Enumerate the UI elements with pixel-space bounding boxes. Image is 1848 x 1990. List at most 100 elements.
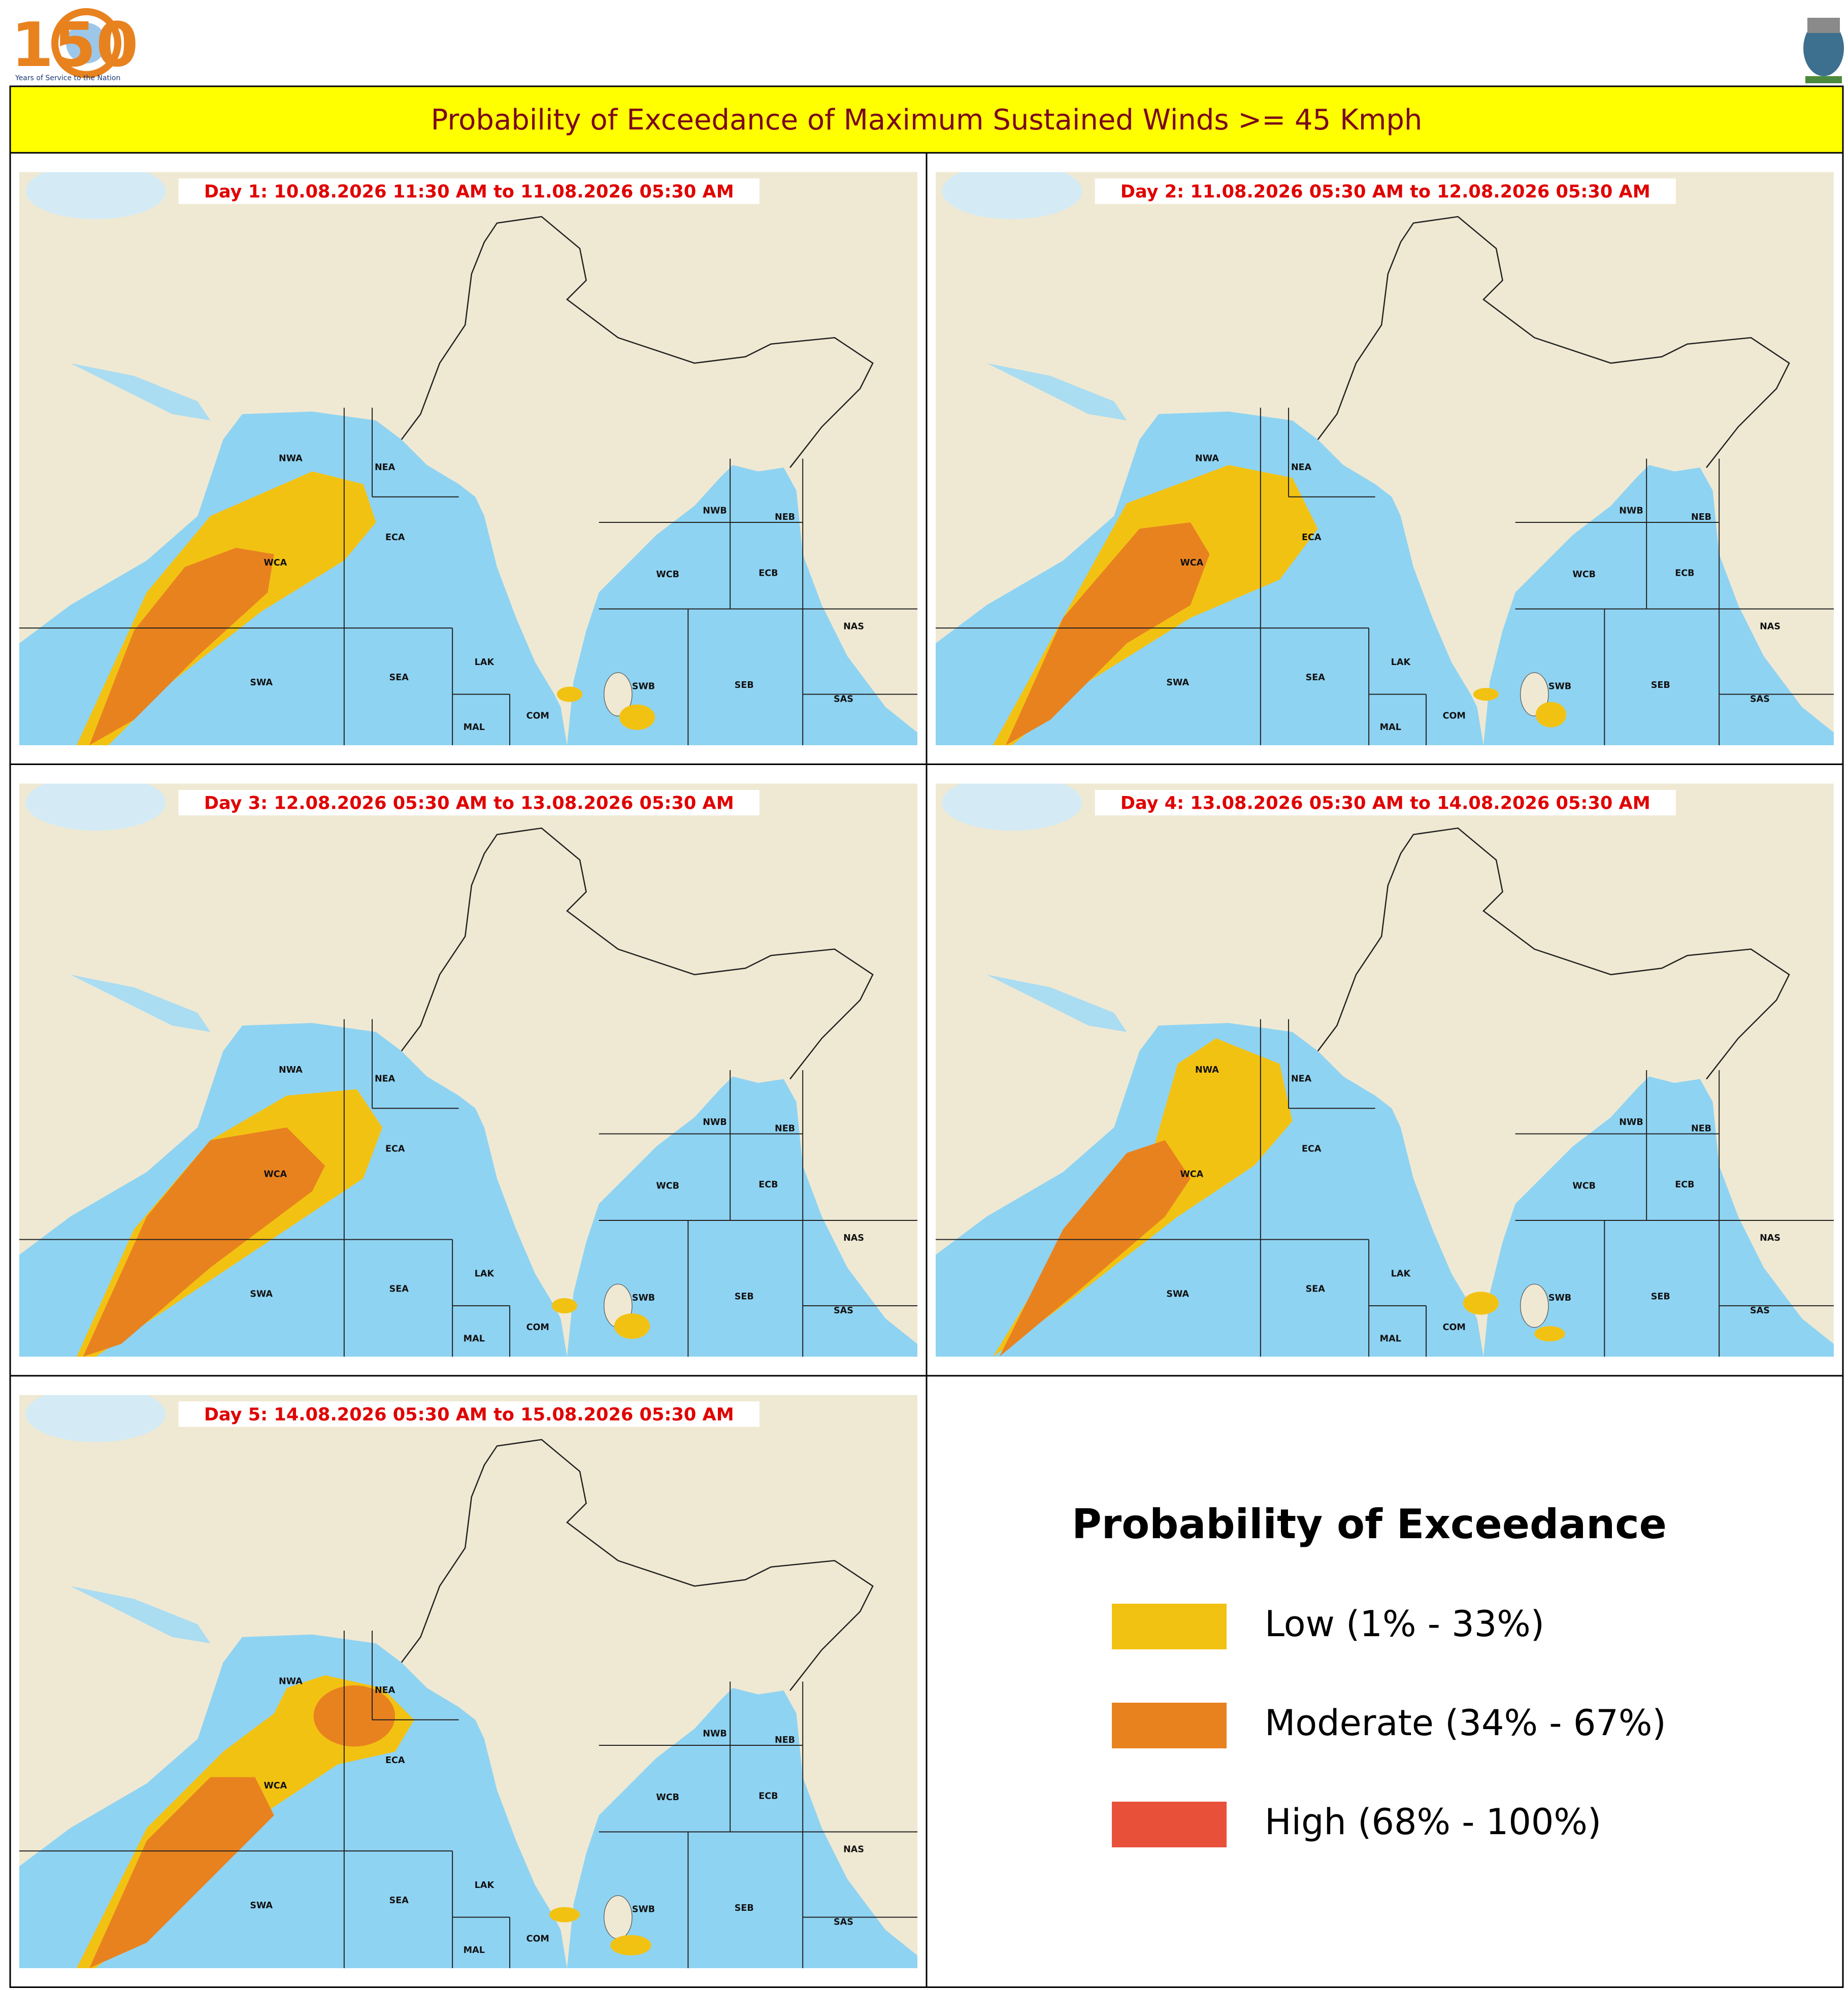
region-label: SEB (735, 1903, 754, 1913)
region-label: NEB (1691, 512, 1711, 522)
region-label: WCA (1180, 558, 1203, 568)
region-label: NWA (279, 1065, 303, 1075)
region-label: NWB (703, 1117, 727, 1127)
caspian-sea (25, 172, 166, 219)
zone-low (556, 686, 583, 702)
region-label: SAS (1750, 1306, 1770, 1316)
logo-globe (66, 23, 107, 63)
region-label: SWB (632, 1905, 655, 1915)
region-label: NWB (1619, 1117, 1643, 1127)
region-label: SWB (632, 682, 655, 692)
region-label: SWA (250, 1901, 273, 1911)
region-label: SWA (1166, 1289, 1189, 1300)
region-label: SAS (834, 1917, 853, 1928)
caspian-sea (25, 1395, 166, 1442)
legend-label: Moderate (34% - 67%) (1265, 1702, 1666, 1744)
gulf (70, 974, 211, 1032)
region-label: NEB (775, 1735, 795, 1745)
caspian-sea (25, 783, 166, 831)
region-label: SAS (834, 694, 853, 705)
region-label: SWA (1166, 678, 1189, 688)
region-label: SEB (735, 1292, 754, 1302)
region-label: NAS (1760, 622, 1780, 632)
panel-label-box (178, 790, 760, 816)
region-label: WCA (263, 1781, 287, 1791)
region-label: NEA (375, 1685, 395, 1696)
gulf (70, 363, 211, 421)
india-border (1317, 216, 1790, 468)
region-label: NEA (1291, 462, 1312, 473)
region-label: NAS (843, 622, 864, 632)
logo-ring (51, 8, 121, 78)
region-label: WCB (656, 1181, 679, 1191)
emblem (1803, 18, 1844, 83)
region-label: SEA (389, 1896, 409, 1906)
region-label: SWB (632, 1293, 655, 1303)
gulf (986, 974, 1127, 1032)
region-label: SWA (250, 678, 273, 688)
bay-of-bengal (567, 1688, 917, 1968)
region-label: WCA (1180, 1170, 1203, 1180)
region-label: NEB (1691, 1123, 1711, 1134)
region-label: NAS (1760, 1233, 1780, 1243)
panel-label-box (1095, 178, 1676, 204)
map: NWA NEA ECA WCA SWA SEA LAK MAL COM SWB SEB WCB ECB N… (936, 783, 1834, 1357)
india-border (401, 1439, 874, 1691)
region-label: NEA (375, 462, 395, 473)
region-label: SEA (389, 1284, 409, 1295)
region-label: MAL (464, 1945, 485, 1955)
region-label: ECB (1675, 568, 1694, 578)
page-title: Probability of Exceedance of Maximum Sus… (431, 104, 1423, 137)
panel-label: Day 4: 13.08.2026 05:30 AM to 14.08.2026… (1120, 793, 1651, 814)
zone-moderate (313, 1685, 395, 1747)
region-label: ECA (385, 533, 405, 543)
region-label: WCA (263, 558, 287, 568)
region-label: NWA (279, 1677, 303, 1687)
emblem-base (1805, 76, 1842, 83)
region-label: SAS (834, 1306, 853, 1316)
zone-moderate (999, 1140, 1191, 1357)
zone-low (1534, 1326, 1565, 1342)
caspian-sea (942, 783, 1082, 831)
india-border (1317, 827, 1790, 1080)
sri-lanka (1520, 1283, 1549, 1328)
region-label: ECB (758, 1791, 778, 1801)
region-label: ECB (758, 1180, 778, 1190)
region-label: SEA (1306, 1284, 1326, 1295)
zone-low (614, 1313, 650, 1339)
region-label: LAK (475, 1880, 495, 1891)
caspian-sea (942, 172, 1082, 219)
zone-low (549, 1907, 580, 1922)
legend-swatch (1112, 1802, 1227, 1847)
region-label: ECA (385, 1144, 405, 1154)
region-label: COM (526, 711, 549, 721)
region-label: MAL (464, 722, 485, 733)
region-label: COM (526, 1322, 549, 1333)
zone-low (1535, 702, 1567, 727)
region-label: NAS (843, 1233, 864, 1243)
region-label: SAS (1750, 694, 1770, 705)
zone-low (1463, 1291, 1499, 1315)
logo-caption: Years of Service to the Nation (15, 74, 120, 82)
legend-title: Probability of Exceedance (1072, 1501, 1667, 1548)
region-label: MAL (1380, 722, 1401, 733)
legend-swatch (1112, 1604, 1227, 1649)
india-border (401, 827, 874, 1080)
region-label: SWB (1548, 682, 1571, 692)
legend-label: High (68% - 100%) (1265, 1801, 1601, 1843)
region-label: LAK (1391, 1269, 1411, 1279)
region-label: NWB (703, 1729, 727, 1739)
legend-swatch (1112, 1703, 1227, 1748)
region-label: ECA (1302, 533, 1322, 543)
region-label: SWA (250, 1289, 273, 1300)
region-label: NWA (1195, 1065, 1219, 1075)
sri-lanka (604, 672, 633, 716)
title-bar (9, 85, 1844, 154)
region-label: NWA (279, 454, 303, 464)
region-label: WCB (656, 1793, 679, 1803)
region-label: WCB (1572, 1181, 1596, 1191)
region-label: WCA (263, 1170, 287, 1180)
panel-label-box (178, 1401, 760, 1427)
gulf (70, 1586, 211, 1644)
